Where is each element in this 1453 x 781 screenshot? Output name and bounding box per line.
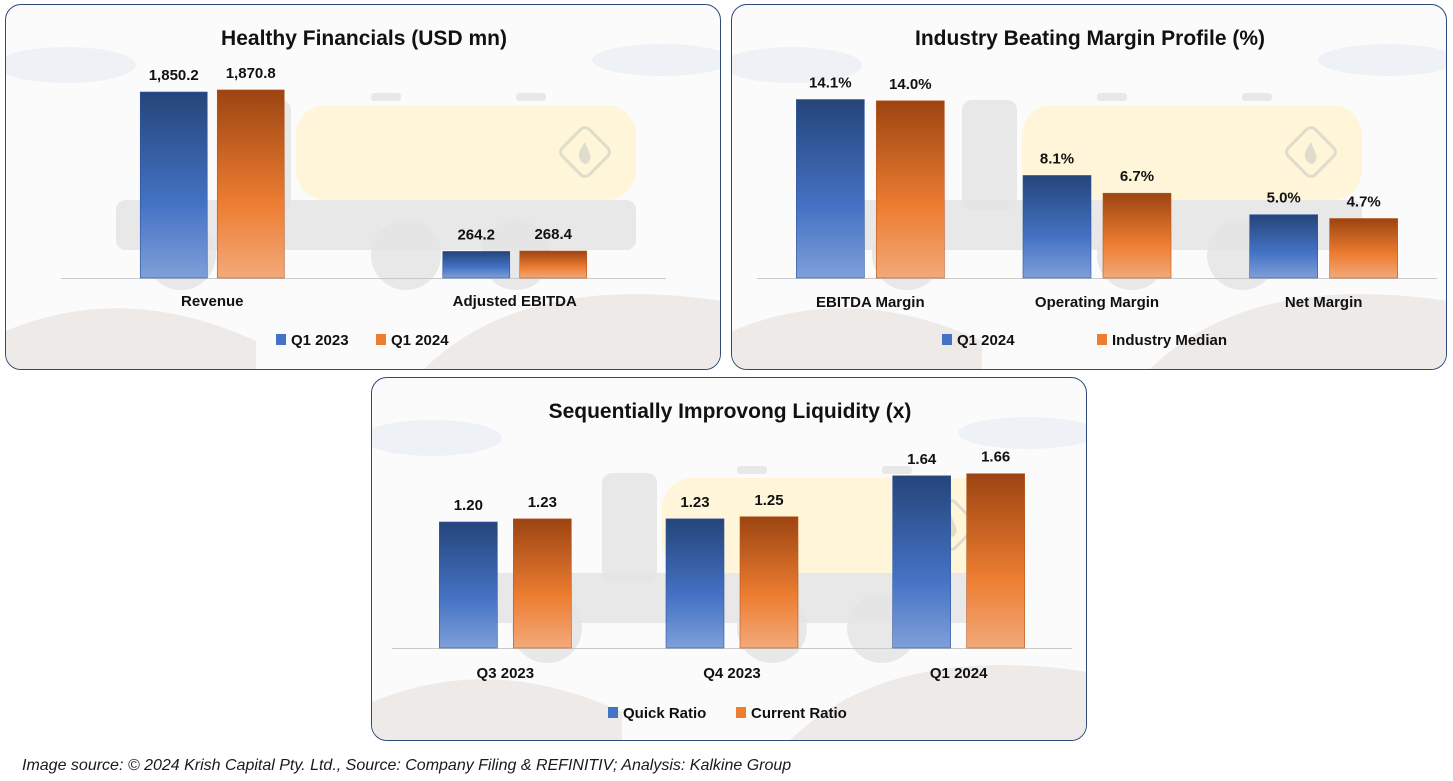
bar-series-2: [519, 250, 588, 279]
data-label: 1.64: [907, 451, 937, 468]
bar-series-1: [439, 521, 498, 649]
chart-title: Healthy Financials (USD mn): [221, 27, 507, 50]
legend-label: Current Ratio: [751, 705, 847, 722]
bar-series-1: [665, 518, 725, 649]
chart-liquidity: Sequentially Improvong Liquidity (x) 1.20…: [372, 400, 1086, 740]
category-group: 5.0% 4.7% Net Margin: [1249, 190, 1398, 311]
data-label: 1.25: [754, 492, 783, 509]
category-group: 14.1% 14.0% EBITDA Margin: [796, 75, 945, 311]
category-label: Revenue: [181, 293, 244, 310]
category-label: Operating Margin: [1035, 294, 1159, 311]
bar-series-1: [892, 475, 951, 649]
bar-series-2: [513, 518, 572, 649]
chart-panel-liquidity: Sequentially Improvong Liquidity (x) 1.20…: [371, 377, 1087, 741]
data-label: 6.7%: [1120, 168, 1154, 185]
chart-financials: Healthy Financials (USD mn) 1,850.2 1,870.…: [6, 27, 720, 369]
data-label: 264.2: [457, 226, 495, 243]
data-label: 4.7%: [1347, 194, 1381, 211]
legend-swatch: [942, 334, 952, 345]
bar-series-1: [796, 99, 865, 279]
category-label: Net Margin: [1285, 294, 1363, 311]
data-label: 1,870.8: [226, 65, 276, 82]
chart-title: Industry Beating Margin Profile (%): [915, 27, 1265, 50]
legend-item: Industry Median: [1097, 332, 1227, 349]
legend-swatch: [376, 334, 386, 345]
category-label: Q1 2024: [930, 665, 988, 682]
legend-swatch: [608, 707, 618, 718]
image-source-caption: Image source: © 2024 Krish Capital Pty. …: [22, 757, 792, 774]
category-label: Q4 2023: [703, 665, 761, 682]
legend-label: Quick Ratio: [623, 705, 706, 722]
background-illustration: [6, 44, 720, 369]
legend-item: Q1 2024: [376, 332, 449, 349]
data-label: 14.1%: [809, 75, 852, 92]
bar-series-2: [216, 89, 285, 279]
legend-item: Quick Ratio: [608, 705, 706, 722]
data-label: 5.0%: [1267, 190, 1301, 207]
category-label: Q3 2023: [477, 665, 535, 682]
bar-series-2: [1329, 218, 1398, 279]
bar-series-2: [739, 516, 799, 649]
category-group: 1.20 1.23 Q3 2023: [439, 494, 572, 682]
data-label: 8.1%: [1040, 150, 1074, 167]
legend-label: Q1 2023: [291, 332, 349, 349]
category-group: 8.1% 6.7% Operating Margin: [1022, 150, 1172, 311]
data-label: 14.0%: [889, 76, 932, 93]
data-label: 268.4: [534, 226, 572, 243]
legend-swatch: [276, 334, 286, 345]
chart-margins: Industry Beating Margin Profile (%) 14.1%…: [732, 27, 1446, 369]
chart-panel-financials: Healthy Financials (USD mn) 1,850.2 1,870.…: [5, 4, 721, 370]
data-label: 1.20: [454, 497, 483, 514]
category-group: 264.2 268.4 Adjusted EBITDA: [442, 226, 588, 310]
category-group: 1,850.2 1,870.8 Revenue: [139, 65, 285, 310]
bar-series-2: [966, 473, 1025, 649]
bar-series-1: [1249, 214, 1318, 279]
category-group: 1.23 1.25 Q4 2023: [665, 492, 799, 682]
data-label: 1.23: [528, 494, 557, 511]
bar-series-2: [876, 100, 945, 279]
legend-swatch: [1097, 334, 1107, 345]
bar-series-1: [1022, 175, 1092, 279]
bar-series-1: [139, 91, 208, 279]
flame-hazard-icon: [1285, 126, 1337, 178]
flame-hazard-icon: [559, 126, 611, 178]
legend-label: Industry Median: [1112, 332, 1227, 349]
legend-label: Q1 2024: [391, 332, 449, 349]
bar-series-2: [1102, 192, 1172, 279]
category-label: EBITDA Margin: [816, 294, 925, 311]
legend-item: Q1 2024: [942, 332, 1015, 349]
category-label: Adjusted EBITDA: [453, 293, 577, 310]
data-label: 1,850.2: [149, 67, 199, 84]
data-label: 1.23: [680, 494, 709, 511]
legend-label: Q1 2024: [957, 332, 1015, 349]
legend-item: Current Ratio: [736, 705, 847, 722]
legend-swatch: [736, 707, 746, 718]
chart-title: Sequentially Improvong Liquidity (x): [549, 400, 912, 423]
legend-item: Q1 2023: [276, 332, 349, 349]
category-group: 1.64 1.66 Q1 2024: [892, 449, 1025, 682]
data-label: 1.66: [981, 449, 1010, 466]
chart-panel-margins: Industry Beating Margin Profile (%) 14.1%…: [731, 4, 1447, 370]
bar-series-1: [442, 251, 511, 279]
